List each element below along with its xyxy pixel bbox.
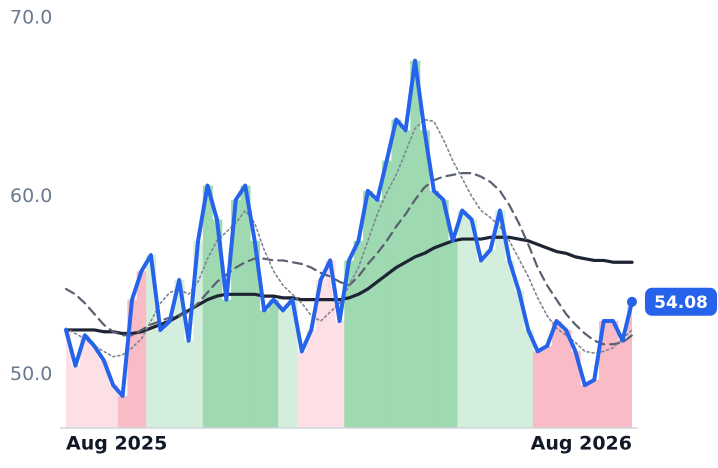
- regime-bar: [249, 240, 260, 428]
- regime-bar: [174, 280, 185, 428]
- regime-bar: [504, 260, 515, 428]
- regime-bar: [202, 185, 213, 428]
- regime-bar: [136, 271, 147, 428]
- regime-bar: [80, 335, 91, 428]
- regime-bar: [410, 60, 421, 428]
- regime-bar: [608, 321, 619, 428]
- regime-bar: [99, 360, 110, 428]
- y-tick-label: 60.0: [10, 185, 52, 207]
- regime-bar: [438, 199, 449, 428]
- price-line: [64, 58, 634, 398]
- regime-bar: [429, 190, 440, 428]
- regime-bar: [466, 219, 477, 428]
- regime-bar: [448, 240, 459, 428]
- regime-bar: [127, 299, 138, 428]
- regime-bar: [334, 321, 345, 428]
- regime-bar: [570, 351, 581, 428]
- regime-bar: [193, 240, 204, 428]
- regime-bar: [532, 351, 543, 428]
- regime-bar: [240, 185, 251, 428]
- regime-bar: [598, 321, 610, 428]
- regime-bar: [551, 321, 562, 428]
- regime-bar: [617, 340, 628, 428]
- last-point: [627, 296, 637, 307]
- regime-bars: [66, 60, 632, 428]
- regime-bar: [523, 329, 534, 428]
- regime-bar: [353, 240, 364, 428]
- regime-bar: [183, 340, 194, 428]
- regime-bar: [297, 351, 308, 428]
- regime-bar: [419, 130, 430, 428]
- last-value-badge: [645, 287, 717, 316]
- regime-bar: [580, 385, 591, 428]
- regime-bar: [66, 329, 72, 428]
- regime-bar: [306, 329, 317, 428]
- x-tick-label: Aug 2025: [66, 433, 167, 455]
- regime-bar: [268, 299, 279, 428]
- regime-bar: [221, 299, 232, 428]
- regime-bar: [117, 395, 128, 428]
- regime-bar: [542, 346, 553, 428]
- average-line: [65, 118, 633, 358]
- regime-bar: [514, 290, 525, 428]
- regime-bar: [89, 346, 100, 428]
- last-value-label: 54.08: [654, 293, 708, 313]
- regime-bar: [589, 379, 600, 428]
- regime-bar: [561, 329, 572, 428]
- regime-bar: [146, 255, 157, 428]
- y-tick-label: 70.0: [10, 7, 52, 29]
- regime-bar: [476, 260, 487, 428]
- regime-bar: [344, 260, 355, 428]
- regime-bar: [259, 310, 270, 428]
- regime-bar: [382, 160, 393, 428]
- regime-bar: [287, 299, 298, 428]
- y-tick-label: 50.0: [10, 363, 52, 385]
- regime-bar: [315, 280, 327, 428]
- regime-bar: [212, 219, 223, 428]
- regime-bar: [400, 130, 411, 428]
- regime-bar: [325, 260, 336, 428]
- regime-bar: [70, 365, 81, 428]
- regime-bar: [363, 190, 374, 428]
- regime-bar: [495, 210, 506, 428]
- x-tick-label: Aug 2026: [531, 433, 632, 455]
- regime-bar: [231, 199, 242, 428]
- regime-bar: [155, 329, 166, 428]
- regime-bar: [372, 199, 383, 428]
- regime-bar: [627, 301, 632, 428]
- regime-bar: [457, 210, 468, 428]
- regime-bar: [165, 321, 176, 428]
- regime-bar: [108, 385, 119, 428]
- regime-bar: [485, 249, 496, 428]
- lines: [64, 58, 634, 398]
- regime-bar: [278, 310, 289, 428]
- regime-bar: [391, 119, 402, 428]
- labels: 50.0 60.0 70.0 Aug 2025 Aug 2026 54.08: [10, 7, 717, 455]
